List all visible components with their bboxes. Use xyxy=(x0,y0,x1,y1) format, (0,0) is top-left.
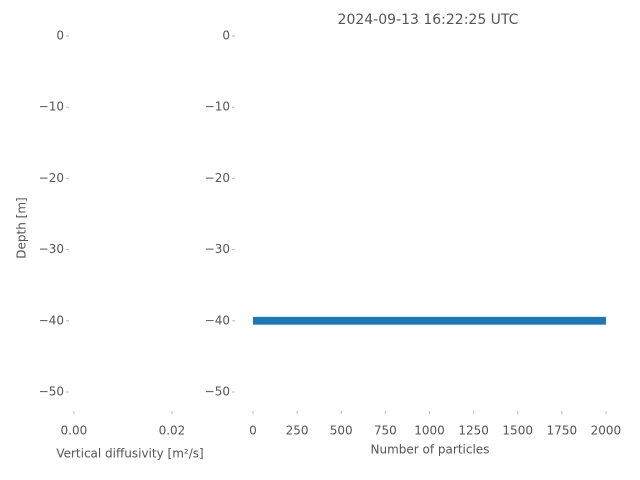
y-tick-label: −30 xyxy=(205,242,230,256)
y-tick-label: −10 xyxy=(39,100,64,114)
y-tick-label: −40 xyxy=(205,313,230,327)
y-tick-label: 0 xyxy=(222,28,230,42)
x-axis-label: Vertical diffusivity [m²/s] xyxy=(56,447,203,461)
x-tick-label: 0 xyxy=(249,424,257,438)
y-tick-label: 0 xyxy=(56,28,64,42)
y-tick-label: −30 xyxy=(39,242,64,256)
x-tick-label: 500 xyxy=(330,424,353,438)
y-tick-label: −50 xyxy=(39,384,64,398)
x-axis-label: Number of particles xyxy=(371,443,490,457)
x-tick-label: 1500 xyxy=(502,424,533,438)
x-tick-label: 0.00 xyxy=(61,424,88,438)
y-tick-label: −50 xyxy=(205,384,230,398)
x-tick-label: 2000 xyxy=(591,424,622,438)
x-tick-label: 1000 xyxy=(414,424,445,438)
histogram-bar xyxy=(253,316,606,325)
y-tick-label: −10 xyxy=(205,100,230,114)
y-tick-label: −40 xyxy=(39,313,64,327)
x-tick-label: 1250 xyxy=(458,424,489,438)
y-axis-label: Depth [m] xyxy=(15,197,29,258)
x-tick-label: 250 xyxy=(286,424,309,438)
y-tick-label: −20 xyxy=(205,171,230,185)
y-tick-label: −20 xyxy=(39,171,64,185)
x-tick-label: 0.02 xyxy=(159,424,186,438)
chart-title: 2024-09-13 16:22:25 UTC xyxy=(338,12,519,28)
x-tick-label: 1750 xyxy=(547,424,578,438)
x-tick-label: 750 xyxy=(374,424,397,438)
